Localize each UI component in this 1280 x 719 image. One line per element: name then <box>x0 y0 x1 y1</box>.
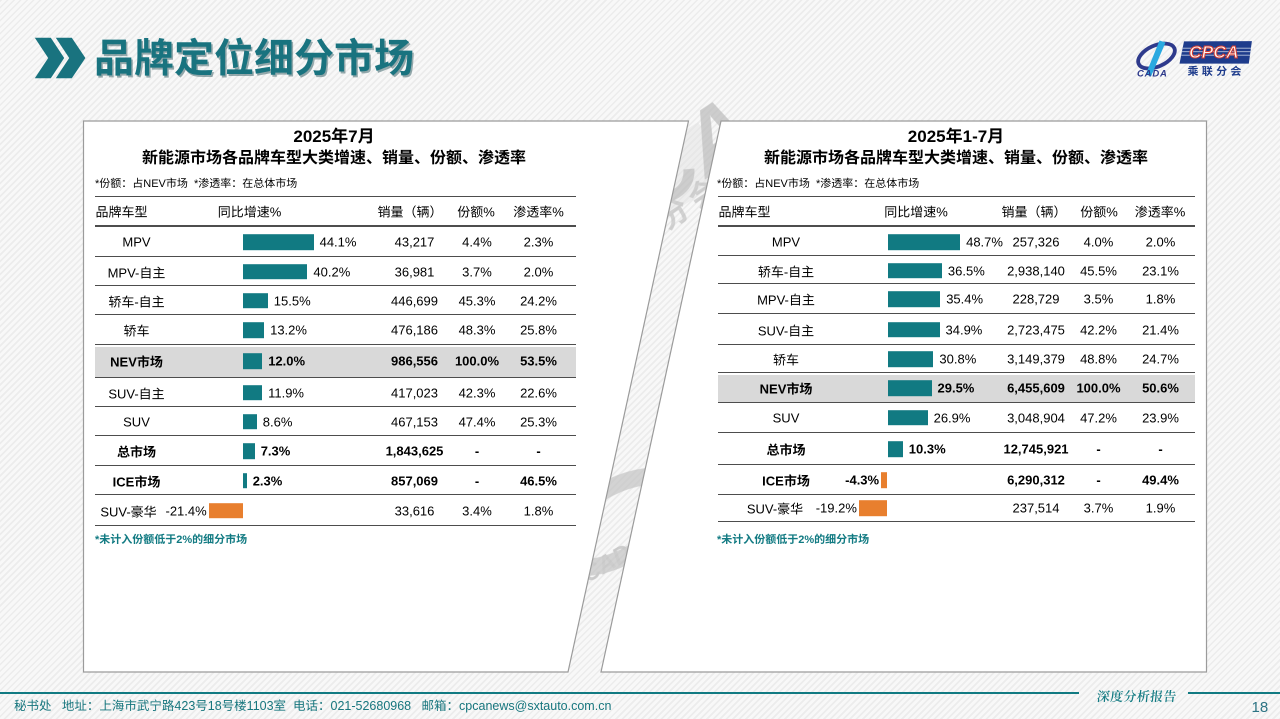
svg-text:CPCA: CPCA <box>1189 42 1239 62</box>
svg-text:乘联分会: 乘联分会 <box>1188 63 1245 79</box>
svg-text:CADA: CADA <box>1137 69 1168 80</box>
